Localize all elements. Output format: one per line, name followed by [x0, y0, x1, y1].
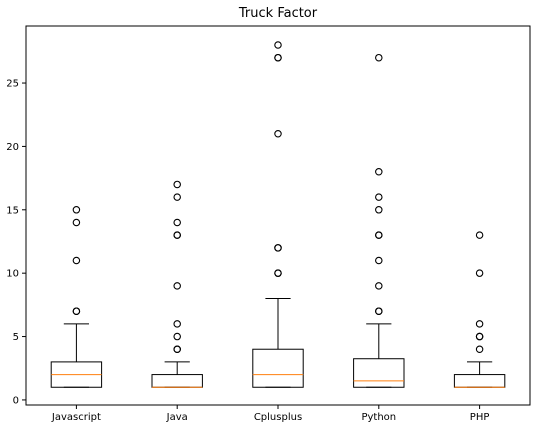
outlier-point: [274, 53, 282, 62]
chart-title: Truck Factor: [238, 6, 318, 21]
outlier-point: [475, 269, 484, 277]
outlier-point: [173, 345, 181, 353]
outlier-point: [375, 53, 383, 62]
outlier-point: [274, 269, 282, 277]
outlier-point: [375, 168, 383, 176]
outlier-point: [375, 231, 383, 239]
outlier-point: [375, 206, 383, 214]
outlier-point: [375, 193, 383, 201]
iqr-box: [453, 374, 506, 388]
outlier-point: [375, 282, 383, 290]
y-axis: 0 5 10 15 20 25: [6, 79, 26, 406]
box-python: [353, 53, 405, 388]
boxes-layer: [50, 41, 506, 388]
outlier-point: [475, 332, 484, 341]
outlier-point: [375, 256, 383, 265]
y-tick-label-15: 15: [6, 205, 19, 216]
y-tick-label-10: 10: [6, 269, 19, 280]
outlier-point: [72, 256, 81, 265]
x-tick-label-python: Python: [361, 412, 396, 423]
y-tick-label-25: 25: [6, 79, 19, 90]
outlier-point: [274, 41, 282, 49]
y-tick-label-5: 5: [13, 332, 19, 343]
outlier-point: [72, 206, 81, 214]
box-php: [453, 231, 506, 388]
outlier-point: [72, 307, 81, 315]
outlier-point: [475, 320, 484, 328]
y-tick-label-20: 20: [6, 142, 19, 153]
outlier-point: [173, 282, 181, 290]
outlier-point: [173, 320, 181, 328]
outlier-point: [475, 231, 484, 239]
outlier-point: [375, 307, 383, 315]
box-cplusplus: [252, 41, 304, 388]
x-tick-label-java: Java: [166, 412, 188, 423]
outlier-point: [475, 345, 484, 353]
outlier-point: [173, 180, 181, 189]
outlier-point: [274, 244, 282, 252]
outlier-point: [173, 231, 181, 239]
iqr-box: [151, 374, 203, 388]
outlier-point: [173, 332, 181, 341]
x-tick-label-php: PHP: [470, 412, 490, 423]
box-javascript: [50, 206, 103, 388]
box-java: [151, 180, 203, 388]
outlier-point: [72, 218, 81, 227]
x-axis: Javascript Java Cplusplus Python PHP: [51, 405, 489, 423]
x-tick-label-cplusplus: Cplusplus: [254, 412, 302, 423]
outlier-point: [274, 129, 282, 138]
x-tick-label-javascript: Javascript: [51, 412, 101, 423]
outlier-point: [173, 218, 181, 227]
iqr-box: [252, 348, 304, 388]
iqr-box: [353, 358, 405, 388]
y-tick-label-0: 0: [13, 395, 19, 406]
outlier-point: [173, 193, 181, 201]
